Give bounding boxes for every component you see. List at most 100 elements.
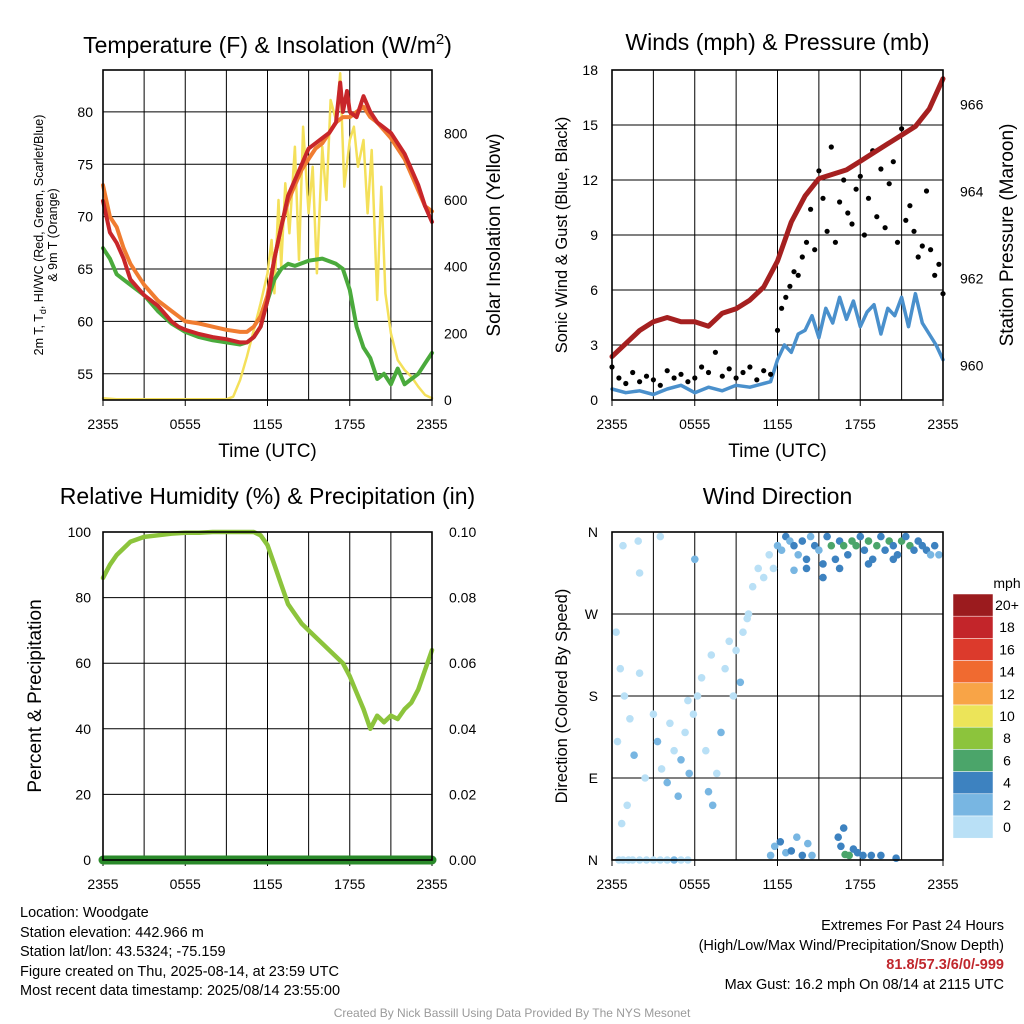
direction-point — [926, 551, 935, 559]
pressure-ylabel: Station Pressure (Maroon) — [997, 124, 1018, 347]
legend-label: 6 — [1003, 752, 1011, 768]
direction-point — [819, 560, 827, 568]
direction-point — [630, 751, 638, 759]
direction-point — [641, 774, 649, 782]
direction-point — [681, 728, 689, 737]
direction-point — [674, 792, 682, 800]
humidity-ytick-label: 100 — [68, 524, 92, 540]
direction-point — [889, 541, 898, 550]
extremes-heading: Extremes For Past 24 Hours — [821, 918, 1004, 934]
gust-point — [678, 371, 684, 377]
direction-point — [765, 551, 773, 559]
direction-point — [707, 651, 716, 659]
wind-xtick-label: 1155 — [762, 416, 792, 432]
direction-point — [889, 555, 898, 564]
humidity-xtick-label: 2355 — [416, 876, 447, 892]
ylabel-part: d — [38, 309, 48, 314]
gust-point — [919, 243, 925, 249]
humidity-ytick-label: 60 — [75, 655, 91, 671]
temperature-xtick-label: 2355 — [87, 416, 118, 432]
gust-point — [779, 305, 785, 311]
gust-point — [791, 269, 797, 275]
gust-point — [936, 261, 942, 267]
direction-point — [656, 532, 665, 541]
precip-ytick-label: 0.00 — [449, 852, 476, 868]
direction-point — [766, 851, 775, 860]
wind-ytick-label: 6 — [590, 282, 598, 298]
gust-point — [795, 272, 801, 278]
gust-point — [903, 217, 909, 223]
humidity-xtick-label: 0555 — [170, 876, 201, 892]
precip-ytick-label: 0.10 — [449, 524, 476, 540]
direction-point — [852, 541, 860, 550]
temperature-plot-border — [102, 69, 433, 401]
temperature-xtick-label: 1155 — [252, 416, 282, 432]
direction-point — [702, 746, 710, 755]
temperature-ytick-label: 55 — [77, 366, 93, 382]
gust-point — [692, 375, 698, 381]
direction-point — [892, 854, 900, 862]
title-tail: ) — [444, 32, 452, 58]
gust-point — [740, 369, 746, 376]
direction-point — [623, 801, 631, 810]
gust-point — [671, 375, 677, 381]
humidity-xtick-label: 1155 — [252, 876, 282, 892]
direction-point — [859, 851, 867, 860]
gust-point — [808, 206, 814, 212]
wind-xtick-label: 0555 — [679, 416, 710, 432]
gust-point — [816, 168, 822, 174]
direction-point — [867, 851, 876, 860]
direction-point — [902, 532, 910, 541]
precip-ytick-label: 0.04 — [449, 721, 476, 737]
legend-label: 12 — [999, 686, 1015, 702]
gust-point — [820, 195, 826, 201]
direction-point — [677, 756, 685, 764]
direction-point — [844, 551, 852, 559]
wind-xtick-label: 2355 — [927, 416, 958, 432]
gust-point — [761, 368, 767, 374]
direction-point — [754, 564, 762, 573]
wind-ytick-label: 9 — [590, 227, 598, 243]
max-gust: Max Gust: 16.2 mph On 08/14 at 2115 UTC — [724, 976, 1004, 993]
direction-point — [808, 851, 816, 860]
direction-point — [769, 564, 778, 573]
humidity-ytick-label: 80 — [75, 590, 91, 606]
direction-point — [815, 546, 823, 554]
gust-point — [812, 247, 818, 253]
direction-point — [717, 728, 725, 737]
temperature-chart-title: Temperature (F) & Insolation (W/m2) — [83, 31, 452, 58]
legend-title: mph — [993, 575, 1020, 591]
humidity-line — [100, 529, 435, 732]
direction-point — [856, 532, 865, 541]
gust-point — [768, 371, 774, 377]
direction-point — [743, 614, 751, 623]
temperature-ylabel: 2m T, Td, HI/WC (Red, Green, Scarlet/Blu… — [32, 115, 48, 356]
insolation-ytick-label: 200 — [444, 325, 468, 341]
temperature-xlabel: Time (UTC) — [218, 441, 317, 462]
direction-point — [790, 541, 798, 550]
humidity-ytick-label: 40 — [75, 721, 91, 737]
legend-label: 16 — [999, 641, 1015, 657]
direction-point — [770, 842, 779, 851]
temperature-ylabel-line2: & 9m T (Orange) — [46, 188, 60, 281]
direction-xtick-label: 2355 — [927, 876, 958, 892]
humidity-ylabel: Percent & Precipitation — [25, 599, 46, 792]
direction-point — [839, 824, 848, 832]
legend-label: 18 — [999, 619, 1015, 635]
station-latlon: Station lat/lon: 43.5324; -75.159 — [20, 944, 226, 960]
gust-point — [861, 232, 868, 238]
direction-point — [617, 819, 626, 828]
legend-label: 0 — [1003, 819, 1011, 835]
direction-point — [793, 833, 801, 841]
temperature-xtick-label: 0555 — [170, 416, 201, 432]
direction-point — [725, 637, 733, 646]
legend-swatch — [952, 749, 994, 772]
gust-point — [774, 327, 781, 333]
figure-created: Figure created on Thu, 2025-08-14, at 23… — [20, 963, 339, 980]
gust-point — [911, 228, 917, 234]
insolation-ytick-label: 400 — [444, 259, 468, 275]
gust-point — [733, 375, 739, 381]
gust-point — [907, 203, 913, 209]
temperature-xtick-label: 1755 — [334, 416, 365, 432]
